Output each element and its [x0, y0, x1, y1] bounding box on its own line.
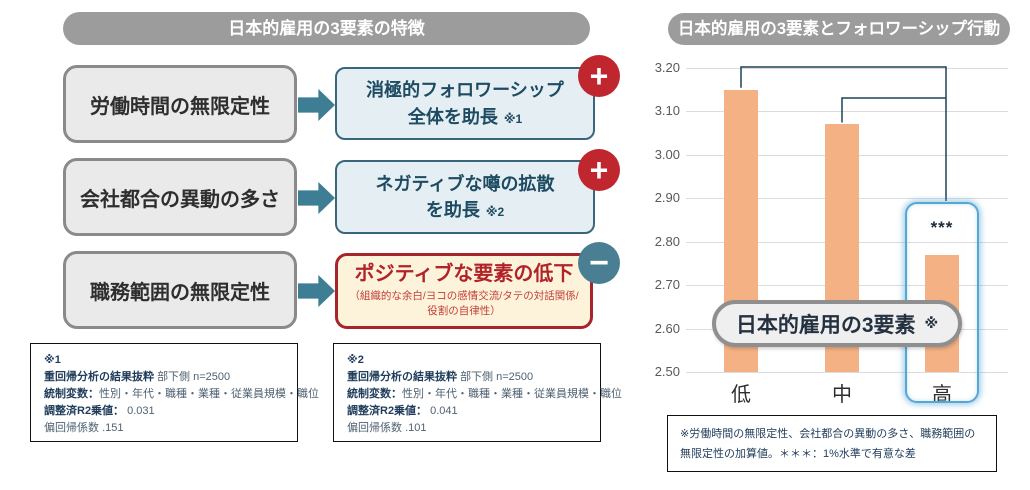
result-text: 全体を助長 — [407, 106, 498, 127]
note-box-2: ※2 重回帰分析の結果抜粋 部下側 n=2500 統制変数：性別・年代・職種・業… — [333, 343, 622, 442]
note-analysis-line: 重回帰分析の結果抜粋 部下側 n=2500 — [347, 371, 534, 384]
x-axis-label-中: 中 — [832, 384, 852, 406]
y-axis-tick-label: 2.60 — [654, 320, 680, 336]
x-axis-label-低: 低 — [731, 384, 751, 406]
y-axis-tick-label: 2.90 — [654, 190, 680, 206]
y-axis-tick-label: 2.70 — [654, 277, 680, 293]
note-box-1: ※1 重回帰分析の結果抜粋 部下側 n=2500 統制変数：性別・年代・職種・業… — [30, 343, 319, 442]
result-box-negative: ポジティブな要素の低下 （組織的な余白/ヨコの感情交流/タテの対話関係/役割の自… — [335, 253, 593, 329]
plus-icon: + — [589, 152, 609, 188]
significance-stars: *** — [930, 218, 954, 237]
result-text-line1: 消極的フォロワーシップ — [366, 80, 564, 101]
note-control-line: 統制変数：性別・年代・職種・業種・従業員規模・職位 — [44, 388, 319, 401]
minus-icon: − — [589, 244, 609, 282]
note-r2-line: 調整済R2乗値： 0.041 — [347, 405, 458, 418]
y-gridline — [686, 68, 1008, 69]
note-control-line: 統制変数：性別・年代・職種・業種・従業員規模・職位 — [347, 388, 622, 401]
note-ref: ※1 — [44, 354, 61, 366]
negative-result-title: ポジティブな要素の低下 — [354, 263, 574, 286]
factor-label: 会社都合の異動の多さ — [80, 188, 280, 211]
y-axis-tick-label: 2.80 — [654, 233, 680, 249]
footnote-line2: 無限定性の加算値。＊＊＊：1%水準で有意な差 — [680, 448, 916, 461]
x-axis-title-ref: ※ — [924, 315, 939, 331]
factor-label: 職務範囲の無限定性 — [90, 281, 270, 304]
result-text-line2: を助長 ※2 — [337, 197, 593, 223]
negative-result-subtitle: （組織的な余白/ヨコの感情交流/タテの対話関係/役割の自律性） — [349, 290, 579, 317]
chart-title: 日本的雇用の3要素とフォロワーシップ行動 — [668, 13, 1010, 45]
note-coef-line: 偏回帰係数 .101 — [347, 422, 427, 435]
footnote-line1: ※労働時間の無限定性、会社都合の異動の多さ、職務範囲の — [680, 428, 976, 440]
y-axis-tick-label: 3.00 — [654, 146, 680, 162]
minus-badge: − — [578, 242, 620, 284]
plus-icon: + — [589, 58, 609, 94]
note-analysis-line: 重回帰分析の結果抜粋 部下側 n=2500 — [44, 371, 231, 384]
factor-box-job-scope: 職務範囲の無限定性 — [63, 251, 297, 329]
note-r2-line: 調整済R2乗値： 0.031 — [44, 405, 155, 418]
result-text-line2: 全体を助長 ※1 — [337, 104, 593, 130]
left-section-title: 日本的雇用の3要素の特徴 — [63, 12, 590, 45]
note-ref-inline-2: ※2 — [485, 205, 505, 219]
y-gridline — [686, 372, 1008, 373]
result-box-2: ネガティブな噂の拡散 を助長 ※2 — [335, 160, 595, 234]
x-axis-label-高: 高 — [932, 384, 952, 406]
factor-label: 労働時間の無限定性 — [90, 95, 270, 118]
y-axis-tick-label: 3.10 — [654, 103, 680, 119]
plus-badge-2: + — [578, 149, 620, 191]
factor-box-transfers: 会社都合の異動の多さ — [63, 158, 297, 236]
x-axis-title: 日本的雇用の3要素 — [735, 313, 916, 337]
plus-badge-1: + — [578, 55, 620, 97]
note-ref-inline-1: ※1 — [503, 111, 523, 126]
result-box-1: 消極的フォロワーシップ 全体を助長 ※1 — [335, 67, 595, 140]
y-axis-tick-label: 2.50 — [654, 364, 680, 379]
factor-box-working-hours: 労働時間の無限定性 — [63, 65, 297, 143]
note-coef-line: 偏回帰係数 .151 — [44, 422, 124, 435]
y-axis-tick-label: 3.20 — [654, 60, 680, 75]
chart-footnote-box: ※労働時間の無限定性、会社都合の異動の多さ、職務範囲の 無限定性の加算値。＊＊＊… — [667, 415, 997, 472]
result-text-line1: ネガティブな噂の拡散 — [375, 173, 555, 194]
x-axis-title-pill: 日本的雇用の3要素 ※ — [712, 300, 962, 347]
note-ref: ※2 — [347, 354, 364, 366]
result-text: を助長 — [425, 200, 480, 220]
